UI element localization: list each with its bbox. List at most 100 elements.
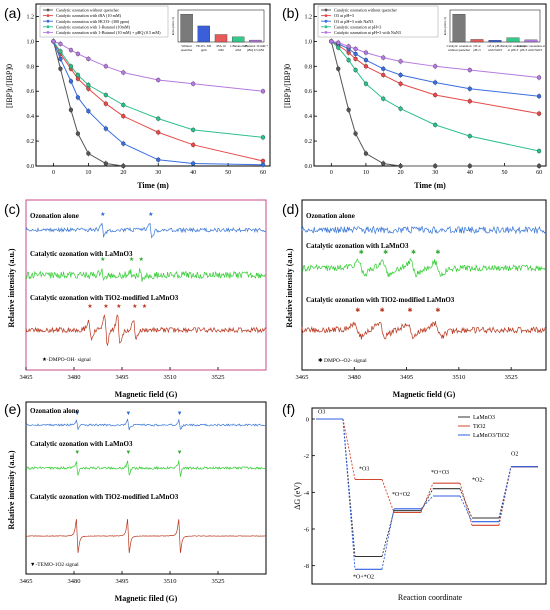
y-tick-label: 0 [306,417,309,424]
data-point [536,75,542,80]
panel-a: (a) 0 10 20 30 40 50 60 0.0 0.2 0.4 0.6 0.8 1.0 1.2 [… [4,3,271,190]
series-line [330,41,540,167]
data-point [398,106,403,111]
data-point [381,161,386,166]
spectrum-trace [25,460,266,477]
data-point [260,162,266,167]
inset-category: Catalytic ozonation [447,44,472,48]
x-tick-label: 40 [467,170,473,176]
data-point [353,67,358,73]
data-point [467,99,472,104]
legend-marker [324,14,328,17]
data-point [68,47,74,53]
data-point [191,127,196,133]
data-point [433,163,438,169]
state-annotation: *O+O2 [392,492,410,498]
inset-category: quencher [181,48,194,52]
data-point [58,66,63,71]
peak-marker: ★ [100,211,105,218]
peak-marker: ★ [142,303,147,310]
data-point [260,89,266,94]
data-point [398,163,403,169]
data-point [51,39,56,44]
state-annotation: O3 [318,410,325,416]
data-point [346,44,351,49]
inset-category: 1-Butanol 10 mM + [243,44,269,48]
inset-category: without quencher [448,48,471,52]
panel-d: (d) 3465 3480 3495 3510 3525 ✱ ✱ ✱ ✱ ✱ ✱ ✱ ✱ Relativ… [282,199,547,399]
legend-marker [46,8,50,12]
data-point [433,92,438,98]
panel-b-label: (b) [282,5,299,21]
x-tick-label: 3495 [116,578,129,585]
spectrum-trace [301,225,547,235]
x-tick-label: 3480 [68,578,81,585]
legend-entry: LaMnO3 [473,415,495,421]
legend-entry: TiO2 [473,424,485,430]
panel-d-xlabel: Magnetic field (G) [393,390,456,399]
x-tick-label: 50 [225,170,231,176]
x-tick-label: 3525 [212,374,225,381]
legend-entry: LaMnO3/TiO2 [473,433,509,439]
data-point [86,82,91,88]
panel-c-label: (c) [4,201,20,217]
x-tick-label: 3510 [164,374,177,381]
panel-a-ylabel: [IBP]t/[IBP]0 [5,64,14,108]
legend-marker [324,19,328,23]
peak-marker: ✱ [435,307,440,314]
inset-category: Catalytic ozonation at [517,44,545,48]
y-tick-label: -6 [304,527,310,534]
x-tick-label: 40 [190,170,196,176]
legend-entry: O3 at pH=3 with NaN3 [334,19,373,24]
inset-category: at pH=3 [508,48,519,52]
data-point [86,151,91,156]
inset-category: pH=3 with NaN3 [520,48,543,52]
inset-bar [524,39,538,43]
peak-marker: ▼ [74,450,80,456]
legend-marker [46,25,50,29]
legend-marker [324,8,328,12]
data-point [58,49,63,54]
data-point [336,45,341,50]
legend-marker [46,19,50,23]
y-tick-label: 1.2 [305,14,313,20]
panel-d-label: (d) [282,201,299,217]
data-point [103,92,109,98]
panel-f-ylabel: ΔG (eV) [293,482,302,510]
y-tick-label: -2 [304,453,309,460]
x-tick-label: 20 [398,170,404,176]
inset-bar [180,13,193,43]
data-point [398,72,403,78]
x-tick-label: 60 [536,170,542,176]
y-tick-label: 0.8 [305,64,313,70]
y-tick-label: -8 [304,563,309,570]
series-line [331,40,540,97]
panel-d-ylabel: Relative intensity (a.u.) [285,248,294,327]
data-point [353,131,358,136]
peak-marker: ★ [129,256,134,263]
inset-category: pH=3 [473,48,481,52]
series-line [331,40,540,79]
data-point [336,66,341,71]
data-point [363,81,369,86]
x-tick-label: 10 [363,170,369,176]
data-point [536,111,542,116]
y-tick-label: 0.6 [305,89,313,95]
data-point [121,114,126,119]
data-point [329,39,334,44]
energy-connector [381,510,395,557]
legend-entry: Catalytic ozonation without quencher [334,8,398,13]
data-point [346,57,351,63]
panel-c-legend: ★·DMPO-OH· signal [42,356,91,363]
legend-entry: Catalytic ozonation with 1-Butanol (10mM… [56,24,131,29]
panel-c: (c) 3465 3480 3495 3510 3525 ★ ★ ★ ★ ★ ★ ★ ★ ★ ★ Relat… [4,199,267,399]
y-tick-label: 0.2 [27,139,35,145]
panel-e-label-2: Catalytic ozonation with LaMnO3 [30,440,133,448]
legend-entry: O3 at pH=3 [334,13,354,18]
inset-bar [470,39,484,43]
data-point [103,126,109,131]
series-line [52,41,264,166]
spectrum-trace [301,257,547,278]
data-point [103,101,109,106]
